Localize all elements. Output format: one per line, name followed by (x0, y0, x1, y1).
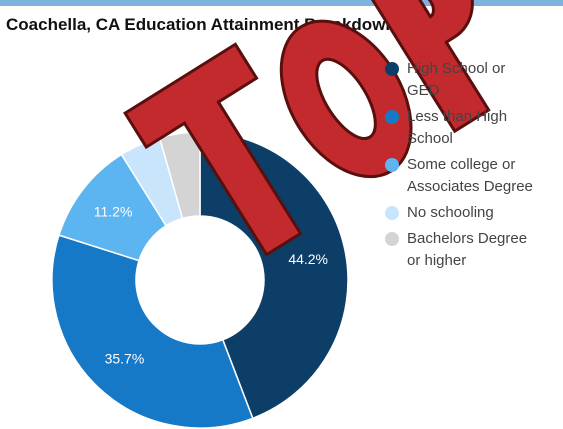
legend-label: Some college or Associates Degree (407, 156, 533, 195)
legend-label: High School or GED (407, 60, 506, 99)
watermark-letter (279, 19, 413, 179)
legend-item: No schooling (383, 202, 533, 224)
value-label: 11.2% (94, 203, 133, 219)
legend-swatch (385, 158, 399, 172)
legend: High School or GED Less than High School S… (383, 58, 533, 276)
legend-item: High School or GED (383, 58, 533, 102)
legend-item: Bachelors Degree or higher (383, 228, 533, 272)
legend-swatch (385, 206, 399, 220)
legend-label: Bachelors Degree or higher (407, 230, 528, 269)
legend-item: Less than High School (383, 106, 533, 150)
watermark-letter (123, 42, 303, 257)
donut-slice (51, 234, 254, 429)
value-label: 44.2% (288, 251, 328, 267)
legend-item: Some college or Associates Degree (383, 154, 533, 198)
watermark (123, 0, 491, 257)
legend-swatch (385, 232, 399, 246)
value-label: 35.7% (105, 351, 145, 367)
watermark-letter (362, 0, 491, 134)
source-strip (0, 0, 563, 6)
legend-swatch (385, 62, 399, 76)
legend-label: No schooling (407, 204, 494, 221)
legend-swatch (385, 110, 399, 124)
legend-label: Less than High School (407, 108, 508, 147)
donut-slice (158, 131, 201, 220)
